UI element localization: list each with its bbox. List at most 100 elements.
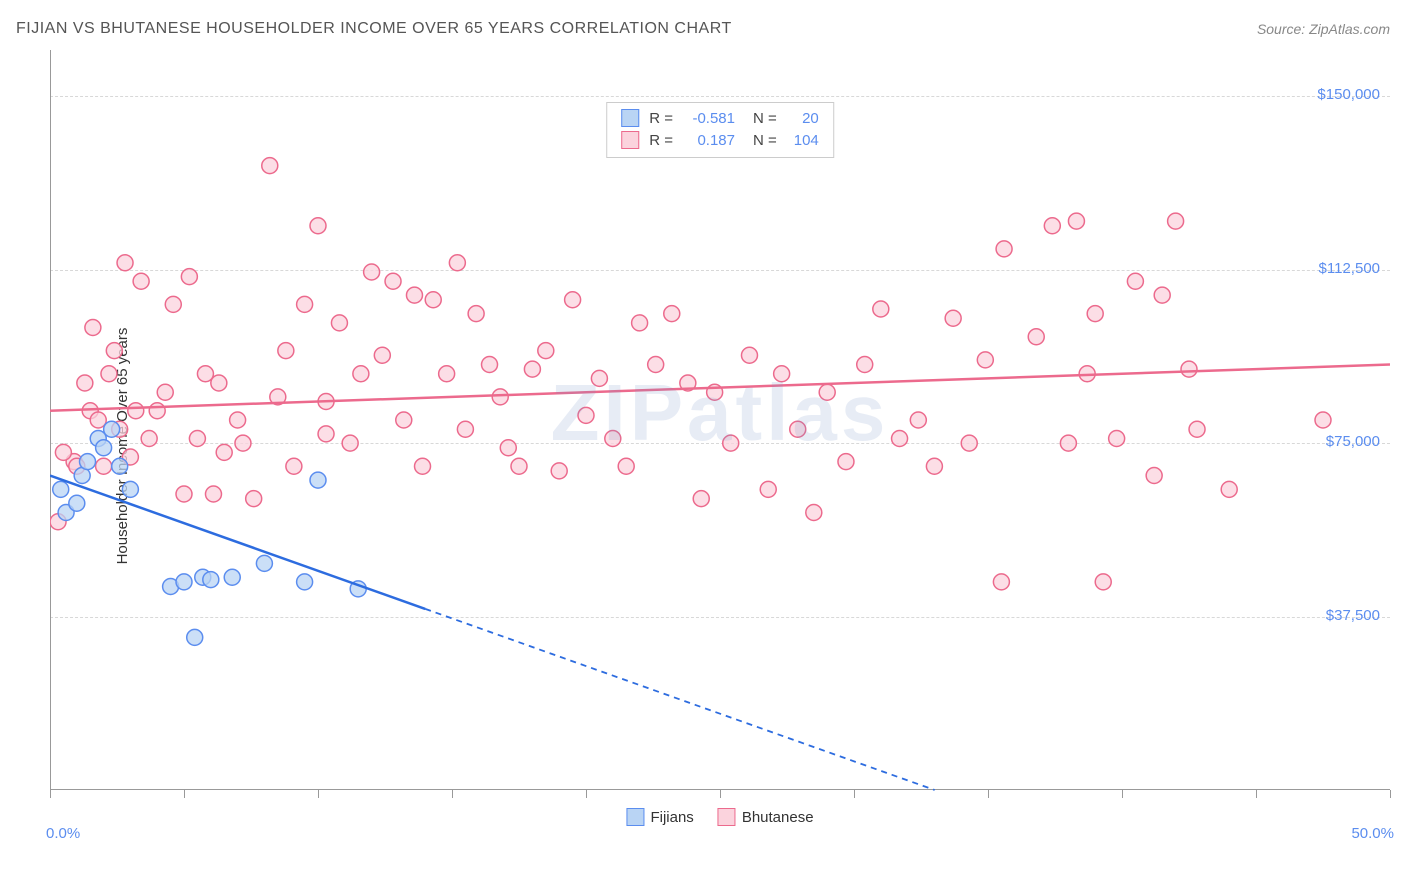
data-point: [926, 458, 942, 474]
data-point: [165, 296, 181, 312]
data-point: [205, 486, 221, 502]
n-value-bhutanese: 104: [785, 132, 819, 149]
data-point: [53, 481, 69, 497]
data-point: [1044, 218, 1060, 234]
legend-label-bhutanese: Bhutanese: [742, 809, 814, 826]
n-value-fijians: 20: [785, 110, 819, 127]
data-point: [1060, 435, 1076, 451]
data-point: [591, 370, 607, 386]
data-point: [80, 454, 96, 470]
data-point: [1028, 329, 1044, 345]
data-point: [141, 431, 157, 447]
data-point: [857, 357, 873, 373]
data-point: [618, 458, 634, 474]
data-point: [439, 366, 455, 382]
data-point: [632, 315, 648, 331]
data-point: [364, 264, 380, 280]
data-point: [790, 421, 806, 437]
data-point: [806, 505, 822, 521]
data-point: [538, 343, 554, 359]
data-point: [449, 255, 465, 271]
data-point: [96, 458, 112, 474]
data-point: [96, 440, 112, 456]
data-point: [211, 375, 227, 391]
data-point: [492, 389, 508, 405]
data-point: [189, 431, 205, 447]
data-point: [693, 491, 709, 507]
data-point: [128, 403, 144, 419]
data-point: [176, 486, 192, 502]
trend-line: [50, 365, 1390, 411]
r-value-bhutanese: 0.187: [681, 132, 735, 149]
chart-header: FIJIAN VS BHUTANESE HOUSEHOLDER INCOME O…: [16, 20, 1390, 38]
data-point: [1127, 273, 1143, 289]
data-point: [468, 306, 484, 322]
data-point: [945, 310, 961, 326]
data-point: [310, 218, 326, 234]
data-point: [605, 431, 621, 447]
data-point: [297, 296, 313, 312]
series-legend: Fijians Bhutanese: [626, 808, 813, 826]
data-point: [106, 343, 122, 359]
data-point: [310, 472, 326, 488]
data-point: [524, 361, 540, 377]
data-point: [224, 569, 240, 585]
data-point: [578, 407, 594, 423]
data-point: [235, 435, 251, 451]
data-point: [342, 435, 358, 451]
scatter-plot: [50, 50, 1390, 840]
data-point: [551, 463, 567, 479]
data-point: [1154, 287, 1170, 303]
data-point: [181, 269, 197, 285]
legend-item-bhutanese: Bhutanese: [718, 808, 814, 826]
data-point: [117, 255, 133, 271]
chart-source: Source: ZipAtlas.com: [1257, 21, 1390, 37]
swatch-fijians-b: [626, 808, 644, 826]
data-point: [511, 458, 527, 474]
data-point: [374, 347, 390, 363]
data-point: [77, 375, 93, 391]
data-point: [892, 431, 908, 447]
data-point: [149, 403, 165, 419]
data-point: [838, 454, 854, 470]
data-point: [774, 366, 790, 382]
data-point: [1168, 213, 1184, 229]
data-point: [101, 366, 117, 382]
data-point: [385, 273, 401, 289]
data-point: [246, 491, 262, 507]
data-point: [331, 315, 347, 331]
trend-line: [50, 476, 425, 609]
data-point: [1095, 574, 1111, 590]
data-point: [1189, 421, 1205, 437]
swatch-bhutanese-b: [718, 808, 736, 826]
chart-area: ZIPatlas $37,500$75,000$112,500$150,000 …: [50, 50, 1390, 840]
data-point: [664, 306, 680, 322]
data-point: [565, 292, 581, 308]
data-point: [961, 435, 977, 451]
data-point: [406, 287, 422, 303]
data-point: [318, 426, 334, 442]
swatch-fijians: [621, 109, 639, 127]
correlation-legend: R = -0.581 N = 20 R = 0.187 N = 104: [606, 102, 834, 158]
chart-title: FIJIAN VS BHUTANESE HOUSEHOLDER INCOME O…: [16, 20, 732, 38]
data-point: [176, 574, 192, 590]
data-point: [353, 366, 369, 382]
data-point: [873, 301, 889, 317]
data-point: [104, 421, 120, 437]
data-point: [203, 572, 219, 588]
data-point: [297, 574, 313, 590]
trend-line-extrapolated: [425, 609, 934, 790]
legend-label-fijians: Fijians: [650, 809, 693, 826]
legend-item-fijians: Fijians: [626, 808, 693, 826]
correlation-row-fijians: R = -0.581 N = 20: [621, 107, 819, 129]
swatch-bhutanese: [621, 131, 639, 149]
data-point: [278, 343, 294, 359]
data-point: [910, 412, 926, 428]
data-point: [256, 555, 272, 571]
correlation-row-bhutanese: R = 0.187 N = 104: [621, 129, 819, 151]
data-point: [648, 357, 664, 373]
data-point: [85, 320, 101, 336]
data-point: [69, 495, 85, 511]
data-point: [216, 444, 232, 460]
r-value-fijians: -0.581: [681, 110, 735, 127]
